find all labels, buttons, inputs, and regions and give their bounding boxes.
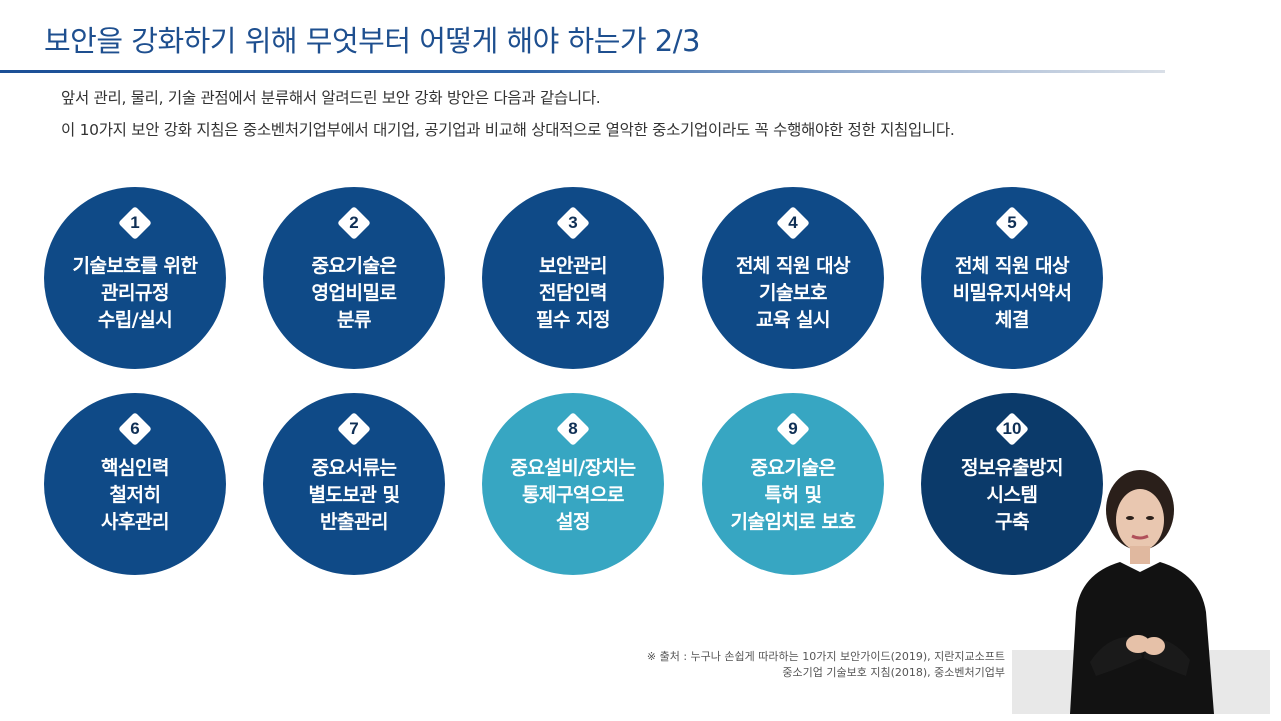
number-badge-6: 6: [118, 412, 152, 446]
guideline-circle-10: 10 정보유출방지 시스템 구축: [921, 393, 1103, 575]
number-badge-2: 2: [337, 206, 371, 240]
number-badge-9: 9: [776, 412, 810, 446]
guideline-circle-3: 3 보안관리 전담인력 필수 지정: [482, 187, 664, 369]
guideline-circle-6: 6 핵심인력 철저히 사후관리: [44, 393, 226, 575]
guideline-circle-5: 5 전체 직원 대상 비밀유지서약서 체결: [921, 187, 1103, 369]
title-divider: [0, 70, 1165, 73]
number-badge-7: 7: [337, 412, 371, 446]
number-badge-1: 1: [118, 206, 152, 240]
source-line-1: ※ 출처 : 누구나 손쉽게 따라하는 10가지 보안가이드(2019), 지란…: [646, 650, 1005, 663]
intro-line-1: 앞서 관리, 물리, 기술 관점에서 분류해서 알려드린 보안 강화 방안은 다…: [61, 89, 601, 107]
source-line-2: 중소기업 기술보호 지침(2018), 중소벤처기업부: [782, 666, 1005, 679]
source-citation: ※ 출처 : 누구나 손쉽게 따라하는 10가지 보안가이드(2019), 지란…: [647, 649, 1005, 681]
number-badge-10: 10: [995, 412, 1029, 446]
guideline-circle-7: 7 중요서류는 별도보관 및 반출관리: [263, 393, 445, 575]
presenter-figure: [1070, 470, 1214, 714]
number-badge-3: 3: [556, 206, 590, 240]
slide-title: 보안을 강화하기 위해 무엇부터 어떻게 해야 하는가 2/3: [44, 24, 700, 58]
number-badge-5: 5: [995, 206, 1029, 240]
intro-line-2: 이 10가지 보안 강화 지침은 중소벤처기업부에서 대기업, 공기업과 비교해…: [61, 121, 955, 139]
guideline-circle-4: 4 전체 직원 대상 기술보호 교육 실시: [702, 187, 884, 369]
number-badge-4: 4: [776, 206, 810, 240]
number-badge-8: 8: [556, 412, 590, 446]
guideline-circle-8: 8 중요설비/장치는 통제구역으로 설정: [482, 393, 664, 575]
guideline-circle-2: 2 중요기술은 영업비밀로 분류: [263, 187, 445, 369]
guideline-circle-9: 9 중요기술은 특허 및 기술임치로 보호: [702, 393, 884, 575]
guideline-circle-1: 1 기술보호를 위한 관리규정 수립/실시: [44, 187, 226, 369]
